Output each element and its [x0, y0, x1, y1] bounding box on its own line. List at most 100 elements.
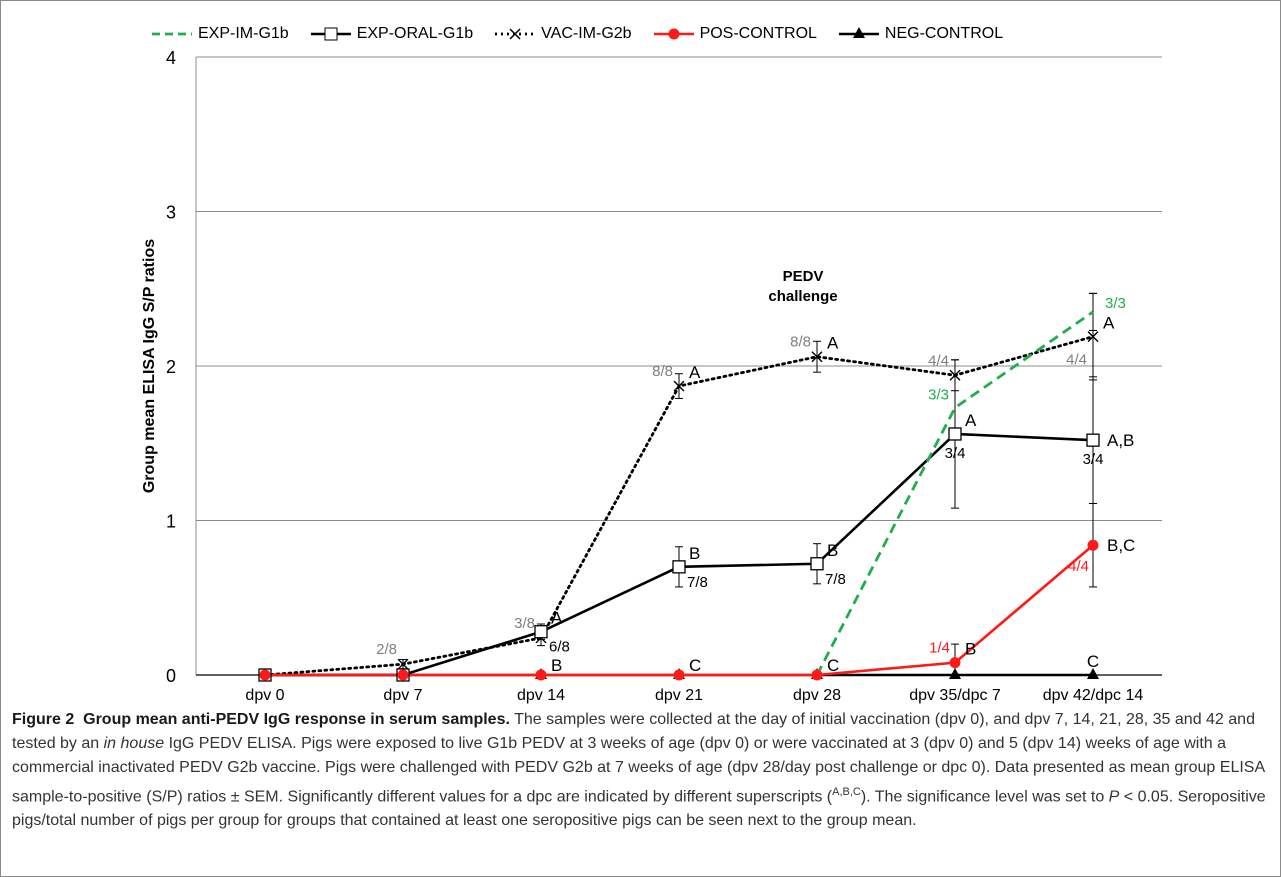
- seropositive-count: 3/8: [514, 615, 535, 632]
- legend-item-vac-im-g2b: VAC-IM-G2b: [493, 25, 632, 43]
- x-tick-label: dpv 7: [383, 687, 422, 704]
- significance-letter: A: [689, 363, 701, 382]
- seropositive-count: 7/8: [687, 574, 708, 591]
- seropositive-count: 8/8: [790, 334, 811, 351]
- data-point-vac-im-g2b: [673, 380, 685, 392]
- series-line-exp-im-g1b: [815, 310, 1094, 676]
- x-tick-label: dpv 28: [793, 687, 841, 704]
- data-point-neg-control: [1087, 668, 1099, 679]
- data-point-vac-im-g2b: [949, 369, 961, 381]
- significance-letter: C: [1087, 652, 1099, 671]
- y-tick-label: 1: [166, 512, 176, 532]
- legend-swatch: [310, 27, 351, 41]
- legend-label: EXP-ORAL-G1b: [356, 25, 474, 42]
- legend-marker: [668, 28, 680, 40]
- data-point-vac-im-g2b-stroke-2: [949, 369, 961, 381]
- legend-item-neg-control: NEG-CONTROL: [837, 25, 1003, 43]
- y-tick-label: 4: [166, 48, 176, 68]
- chart: 0 1 2 3 4 dpv 0 dpv 7 dpv 14 dpv 21 dpv 28 dpv 35/…: [141, 48, 1162, 704]
- y-axis-label: Group mean ELISA IgG S/P ratios: [141, 239, 158, 493]
- seropositive-count: 8/8: [652, 363, 673, 380]
- seropositive-count: 3/3: [1105, 295, 1126, 312]
- significance-letter: A: [551, 609, 563, 628]
- significance-letter: A: [965, 411, 977, 430]
- significance-letter: B: [551, 656, 562, 675]
- x-tick-label: dpv 42/dpc 14: [1043, 687, 1144, 704]
- legend-marker: [509, 28, 521, 40]
- data-point-pos-control: [397, 669, 409, 681]
- seropositive-count: 4/4: [1066, 352, 1087, 369]
- data-point-vac-im-g2b-stroke-2: [673, 380, 685, 392]
- data-point-pos-control: [1087, 539, 1099, 551]
- series-line-vac-im-g2b: [263, 335, 1095, 677]
- caption-in-house: in house: [103, 735, 165, 752]
- x-tick-label: dpv 14: [517, 687, 565, 704]
- x-tick-label: dpv 35/dpc 7: [909, 687, 1001, 704]
- significance-letter: A: [827, 334, 839, 353]
- data-point-exp-oral-g1b: [948, 427, 962, 441]
- figure-caption: Figure 2 Group mean anti-PEDV IgG respon…: [12, 708, 1267, 833]
- annotation-line-2: challenge: [768, 288, 837, 305]
- seropositive-count: 4/4: [1068, 558, 1089, 575]
- data-point-vac-im-g2b: [397, 658, 409, 670]
- data-point-pos-control: [673, 669, 685, 681]
- caption-superscripts: A,B,C: [832, 786, 861, 798]
- data-point-pos-control: [535, 669, 547, 681]
- data-point-vac-im-g2b-stroke-2: [1087, 331, 1099, 343]
- chart-legend: EXP-IM-G1b EXP-ORAL-G1b VAC-IM-G2b POS-CONT…: [150, 22, 1023, 46]
- seropositive-count: 3/3: [928, 387, 949, 404]
- seropositive-count: 4/4: [928, 352, 949, 369]
- data-point-neg-control: [949, 668, 961, 679]
- data-point-pos-control: [811, 669, 823, 681]
- data-point-pos-control: [259, 669, 271, 681]
- legend-label: POS-CONTROL: [699, 25, 817, 42]
- legend-swatch: [495, 28, 536, 40]
- legend-item-exp-oral-g1b: EXP-ORAL-G1b: [309, 25, 473, 43]
- caption-body-4: < 0.05. Seropositive pigs/total number o…: [12, 788, 1266, 830]
- seropositive-count: 1/4: [929, 640, 950, 657]
- annotation-line-1: PEDV: [783, 268, 824, 285]
- significance-letter: A: [1103, 314, 1115, 333]
- legend-swatch: [152, 32, 192, 36]
- caption-body-1: The samples were collected at the day of…: [12, 711, 1255, 752]
- significance-letter: B: [965, 640, 976, 659]
- significance-letter: C: [689, 656, 701, 675]
- significance-letter: B: [827, 541, 838, 560]
- legend-swatch: [653, 28, 694, 40]
- caption-p-symbol: P: [1108, 788, 1120, 806]
- caption-body-3: ). The significance level was set to: [860, 788, 1109, 806]
- y-tick-label: 0: [166, 666, 176, 686]
- significance-letter: C: [827, 656, 839, 675]
- data-point-vac-im-g2b-stroke-2: [811, 351, 823, 363]
- legend-label: NEG-CONTROL: [884, 25, 1004, 42]
- significance-letter: A,B: [1107, 431, 1134, 450]
- seropositive-count: 6/8: [549, 639, 570, 656]
- caption-label: Figure 2: [12, 711, 75, 728]
- data-point-exp-oral-g1b: [1086, 433, 1100, 447]
- data-point-pos-control: [949, 657, 961, 669]
- legend-swatch: [838, 27, 879, 38]
- x-tick-label: dpv 21: [655, 687, 703, 704]
- legend-item-exp-im-g1b: EXP-IM-G1b: [150, 25, 289, 43]
- data-point-vac-im-g2b: [1087, 331, 1099, 343]
- seropositive-count: 3/4: [1083, 451, 1104, 468]
- caption-body-2: IgG PEDV ELISA. Pigs were exposed to liv…: [12, 735, 1265, 806]
- legend-marker: [852, 27, 865, 38]
- seropositive-count: 3/4: [945, 445, 966, 462]
- data-point-exp-oral-g1b: [534, 625, 548, 639]
- seropositive-count: 7/8: [825, 571, 846, 588]
- legend-marker: [324, 27, 338, 41]
- legend-label: VAC-IM-G2b: [541, 25, 632, 42]
- y-tick-label: 2: [166, 357, 176, 377]
- legend-label: EXP-IM-G1b: [198, 25, 289, 42]
- seropositive-count: 2/8: [376, 641, 397, 658]
- data-point-exp-oral-g1b: [672, 560, 686, 574]
- data-point-exp-oral-g1b: [810, 557, 824, 571]
- data-point-vac-im-g2b: [811, 351, 823, 363]
- significance-letter: B,C: [1107, 536, 1135, 555]
- legend-item-pos-control: POS-CONTROL: [652, 25, 817, 43]
- x-tick-label: dpv 0: [245, 687, 284, 704]
- caption-title: Group mean anti-PEDV IgG response in ser…: [83, 711, 510, 728]
- y-tick-label: 3: [166, 203, 176, 223]
- data-point-vac-im-g2b-stroke-2: [397, 658, 409, 670]
